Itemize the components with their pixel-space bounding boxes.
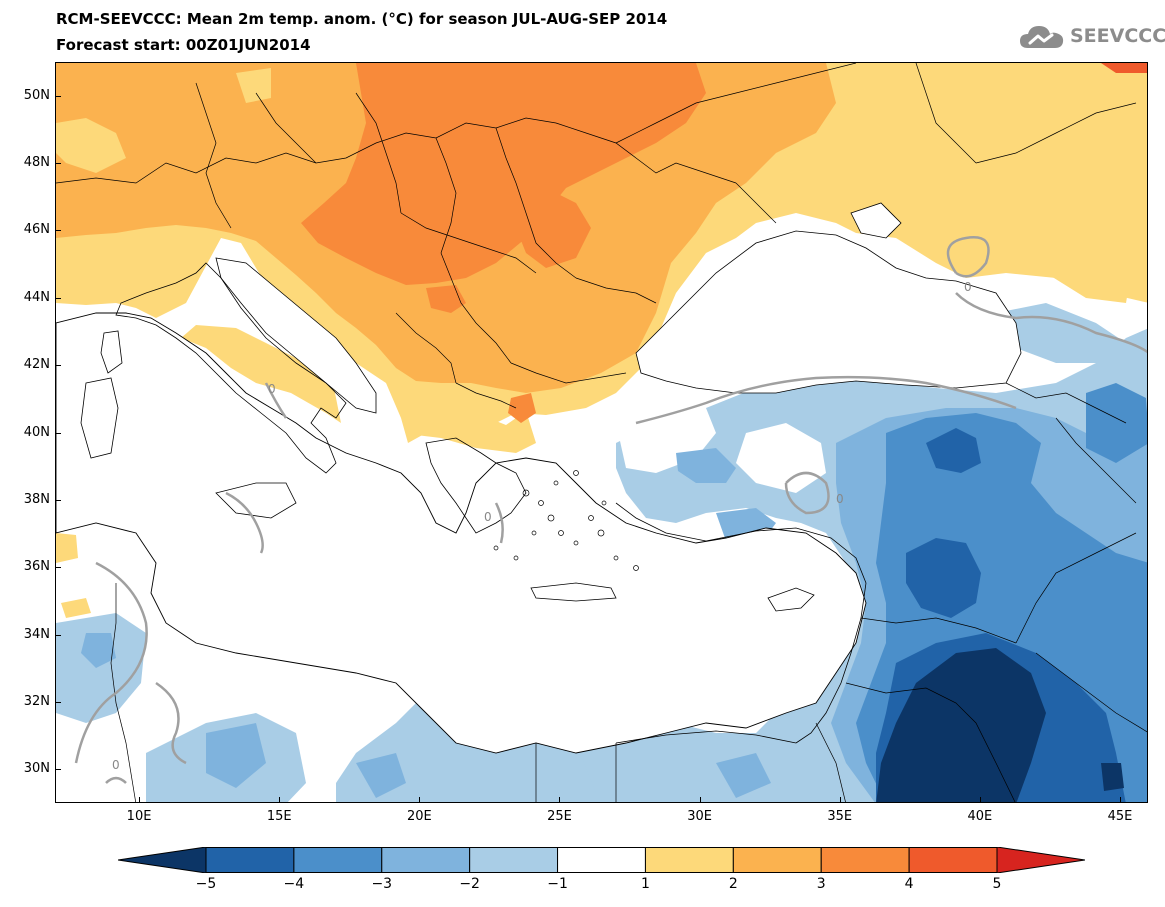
colorbar-label: 3	[816, 876, 826, 892]
anomaly-region-east	[1031, 223, 1131, 303]
colorbar-segment	[732, 847, 822, 873]
map-panel: 0 0 0 0 0	[55, 62, 1148, 803]
lat-tick	[55, 163, 61, 165]
lat-tick	[55, 499, 61, 501]
lon-tick	[839, 797, 841, 803]
black-sea	[635, 230, 1022, 394]
logo-text: SEEVCCC	[1070, 25, 1165, 47]
lon-tick	[1119, 797, 1121, 803]
anomaly-region-italy	[181, 325, 341, 423]
lat-tick	[55, 769, 61, 771]
colorbar-segment	[996, 847, 1085, 873]
colorbar-label: −3	[371, 876, 393, 892]
lat-tick-label: 44N	[23, 289, 50, 305]
lat-tick-label: 40N	[23, 424, 50, 440]
lat-tick	[55, 95, 61, 97]
colorbar-segment	[557, 847, 646, 873]
lon-tick-label: 35E	[827, 809, 853, 824]
lon-tick	[279, 797, 281, 803]
lat-tick	[55, 701, 61, 703]
chart-subtitle: Forecast start: 00Z01JUN2014	[56, 36, 311, 54]
colorbar-segment	[205, 847, 295, 873]
lon-tick-label: 45E	[1107, 809, 1133, 824]
colorbar-label: −5	[195, 876, 217, 892]
lon-tick-label: 20E	[406, 809, 432, 824]
anomaly-region-greece	[406, 403, 536, 453]
lat-tick-label: 50N	[23, 87, 50, 103]
cloud-logo-icon	[1020, 26, 1064, 48]
lon-tick-label: 30E	[687, 809, 712, 824]
lon-tick	[139, 797, 141, 803]
lon-tick	[559, 797, 561, 803]
seevccc-logo: SEEVCCC	[1018, 22, 1165, 50]
lat-tick	[55, 432, 61, 434]
colorbar-label: 2	[728, 876, 738, 892]
lat-tick-label: 48N	[23, 155, 50, 171]
lat-tick-label: 34N	[23, 626, 50, 642]
colorbar-label: −4	[283, 876, 305, 892]
lon-tick-label: 10E	[126, 809, 152, 824]
colorbar-segment	[644, 847, 734, 873]
colorbar-segment	[381, 847, 471, 873]
contour-label: 0	[268, 382, 276, 396]
lat-tick-label: 46N	[23, 222, 50, 238]
anomaly-field: 0 0 0 0 0	[56, 63, 1147, 802]
lon-tick-label: 25E	[547, 809, 572, 824]
lat-tick	[55, 230, 61, 232]
lat-tick-label: 42N	[23, 357, 50, 373]
lat-tick	[55, 297, 61, 299]
lat-tick-label: 32N	[23, 693, 50, 709]
contour-label: 0	[112, 758, 120, 772]
chart-title: RCM-SEEVCCC: Mean 2m temp. anom. (°C) fo…	[56, 10, 668, 28]
lat-tick	[55, 567, 61, 569]
lon-tick-label: 15E	[266, 809, 292, 824]
lon-tick-label: 40E	[967, 809, 993, 824]
colorbar-label: −1	[547, 876, 568, 892]
colorbar-segment	[820, 847, 910, 873]
lon-tick	[419, 797, 421, 803]
lon-tick	[699, 797, 701, 803]
colorbar-segment	[469, 847, 559, 873]
colorbar-segment	[908, 847, 998, 873]
colorbar-segment	[293, 847, 383, 873]
anomaly-region-3-4	[301, 63, 706, 285]
colorbar-label: 5	[992, 876, 1002, 892]
colorbar-label: −2	[459, 876, 480, 892]
lon-tick	[979, 797, 981, 803]
lat-tick-label: 30N	[23, 761, 50, 777]
colorbar-label: 1	[640, 876, 650, 892]
contour-label: 0	[836, 492, 844, 506]
contour-label: 0	[964, 280, 972, 294]
colorbar	[118, 847, 1085, 873]
anomaly-region-neg-4-5	[906, 538, 981, 618]
lat-tick-label: 38N	[23, 491, 50, 507]
lat-tick	[55, 634, 61, 636]
lat-tick-label: 36N	[23, 559, 50, 575]
colorbar-segment	[118, 847, 207, 873]
anomaly-region-neg-5	[876, 648, 1046, 802]
lat-tick	[55, 365, 61, 367]
contour-label: 0	[484, 510, 492, 524]
colorbar-label: 4	[904, 876, 914, 892]
